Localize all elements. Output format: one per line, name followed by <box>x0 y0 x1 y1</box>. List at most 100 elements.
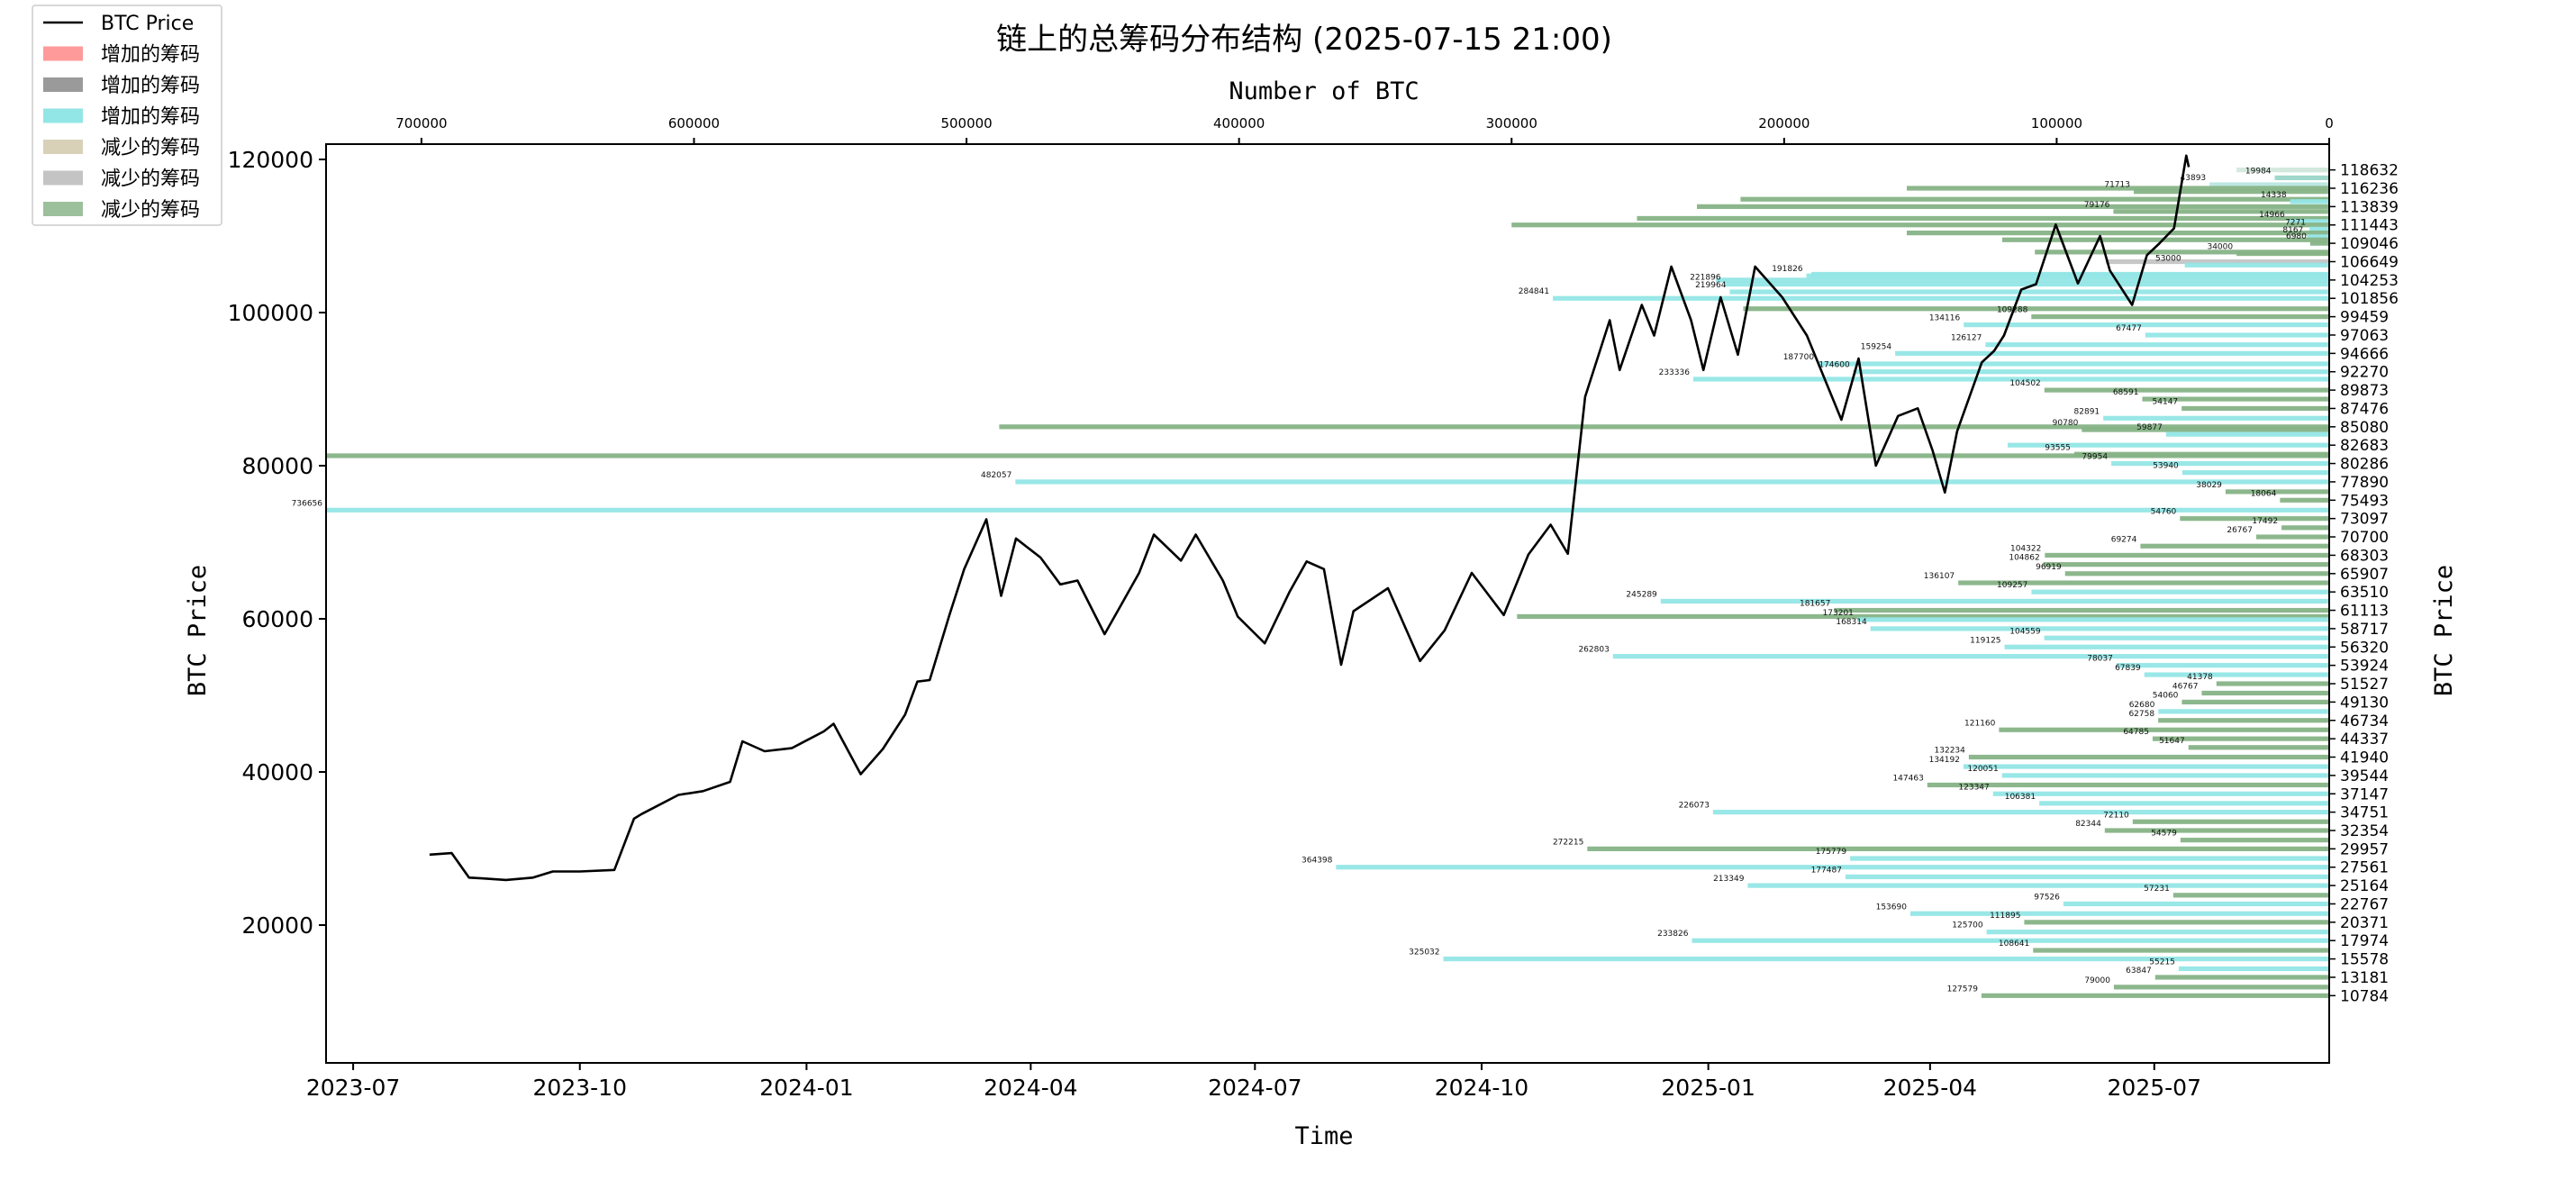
chip-bar <box>2116 663 2329 668</box>
chip-bar-label: 147463 <box>1892 774 1923 783</box>
chip-bar-label: 272215 <box>1553 838 1583 847</box>
right-tick-label: 118632 <box>2340 162 2399 180</box>
chip-bar-label: 159254 <box>1861 342 1892 351</box>
chip-bar <box>2180 516 2329 522</box>
chip-bar <box>2216 681 2329 686</box>
chip-bar-label: 364398 <box>1302 857 1333 866</box>
right-tick-label: 77890 <box>2340 474 2389 492</box>
chip-bar <box>2004 644 2329 649</box>
chip-bar-label: 173201 <box>1823 609 1854 618</box>
chip-bar <box>2142 396 2329 402</box>
chip-bar <box>2290 199 2329 204</box>
chip-bar <box>2113 985 2329 990</box>
y-tick-label: 20000 <box>241 912 313 939</box>
top-axis-ticks: 700000 600000 500000 400000 300000 200000 1000… <box>395 115 2334 144</box>
x-tick-label: 2024-10 <box>1435 1075 1528 1101</box>
y-tick-label: 100000 <box>228 300 313 326</box>
chip-bar <box>1692 377 2329 382</box>
chip-bar <box>1963 764 2329 769</box>
chip-bar-label: 82891 <box>2074 407 2100 416</box>
right-tick-label: 10784 <box>2340 987 2389 1005</box>
chip-bar <box>1443 956 2329 962</box>
right-tick-label: 46734 <box>2340 712 2389 731</box>
chip-bar-label: 233826 <box>1657 930 1689 939</box>
chip-bar-label: 68591 <box>2113 388 2139 397</box>
chip-bar-label: 221896 <box>1690 274 1721 283</box>
chip-bar-label: 123347 <box>1958 783 1989 792</box>
chip-bar-label: 104322 <box>2010 544 2041 553</box>
chip-bar-label: 736656 <box>292 499 323 508</box>
btc-price-line <box>429 154 2191 882</box>
chip-bar <box>1927 782 2329 788</box>
chip-bar-label: 34000 <box>2207 243 2233 252</box>
chip-bar <box>2184 262 2329 268</box>
y-tick-label: 40000 <box>241 759 313 785</box>
y-tick-label: 80000 <box>241 453 313 479</box>
legend-swatch <box>43 108 83 123</box>
right-tick-label: 70700 <box>2340 529 2389 547</box>
right-axis-ticks: 1186321162361138391114431090461066491042… <box>2329 162 2399 1005</box>
chip-bar <box>1553 295 2329 301</box>
right-tick-label: 29957 <box>2340 840 2389 858</box>
chip-bar <box>1716 277 2329 283</box>
chip-bar-label: 108641 <box>1999 939 2029 948</box>
chip-bar <box>1517 613 2329 620</box>
chip-bar <box>2132 819 2329 824</box>
chip-bar-label: 213349 <box>1713 875 1745 884</box>
chip-bar-label: 17492 <box>2252 517 2278 526</box>
chip-bar-label: 153690 <box>1876 903 1908 912</box>
chip-bar-label: 177487 <box>1811 866 1842 875</box>
top-tick-label: 200000 <box>1758 115 1810 132</box>
chip-bar-label: 119125 <box>1970 636 2000 645</box>
chip-bar-label: 109257 <box>1997 581 2027 590</box>
right-tick-label: 22767 <box>2340 895 2389 913</box>
chip-bar-label: 67477 <box>2116 324 2142 333</box>
chip-bar-label: 54060 <box>2153 691 2179 700</box>
chip-bar <box>1724 281 2329 287</box>
chip-bar <box>1740 196 2329 202</box>
y-axis-ticks: 20000 40000 60000 80000 100000 120000 <box>228 147 326 939</box>
chip-bar-label: 8167 <box>2282 226 2303 235</box>
chip-bar <box>2181 470 2329 476</box>
right-tick-label: 53924 <box>2340 658 2389 676</box>
top-tick-label: 700000 <box>395 115 447 132</box>
top-tick-label: 500000 <box>940 115 992 132</box>
chip-bar <box>2188 745 2329 750</box>
chip-bar <box>2178 966 2329 972</box>
chip-bar-label: 134116 <box>1929 314 1961 323</box>
right-tick-label: 85080 <box>2340 419 2389 437</box>
chip-bar-label: 187700 <box>1783 353 1815 362</box>
chip-bar-label: 51647 <box>2159 737 2185 746</box>
chip-bar-label: 46767 <box>2172 682 2199 691</box>
chip-bar <box>2209 182 2329 187</box>
right-tick-label: 37147 <box>2340 785 2389 803</box>
chip-bar-label: 233336 <box>1659 368 1691 377</box>
legend-swatch <box>43 170 83 186</box>
right-tick-label: 51527 <box>2340 676 2389 694</box>
chip-bar <box>999 424 2329 430</box>
chip-bar <box>2165 431 2329 437</box>
chip-bar-label: 97526 <box>2034 893 2060 902</box>
right-tick-label: 65907 <box>2340 566 2389 584</box>
right-tick-label: 61113 <box>2340 603 2389 621</box>
chip-bar <box>1968 754 2329 760</box>
right-tick-label: 68303 <box>2340 547 2389 565</box>
x-axis-ticks: 2023-07 2023-10 2024-01 2024-04 2024-07 2024-… <box>306 1063 2201 1101</box>
chip-bar <box>1806 273 2329 278</box>
chip-bar <box>2104 828 2329 833</box>
chip-bar-label: 72110 <box>2103 811 2129 820</box>
chip-bar-label: 53000 <box>2155 254 2181 263</box>
right-tick-label: 111443 <box>2340 217 2399 235</box>
chip-bar <box>2082 427 2329 432</box>
chip-bar-label: 69274 <box>2111 535 2137 544</box>
right-tick-label: 56320 <box>2340 639 2389 657</box>
y-tick-label: 120000 <box>228 147 313 173</box>
chip-bar-label: 111895 <box>1990 912 2020 921</box>
chip-bar-label: 121160 <box>1964 719 1996 728</box>
right-tick-label: 15578 <box>2340 951 2389 969</box>
chip-bar <box>2063 901 2329 907</box>
chip-bar-label: 93555 <box>2045 443 2071 452</box>
chip-bar <box>1964 322 2329 328</box>
chip-bar-label: 136107 <box>1924 572 1955 581</box>
x-tick-label: 2025-07 <box>2108 1075 2201 1101</box>
